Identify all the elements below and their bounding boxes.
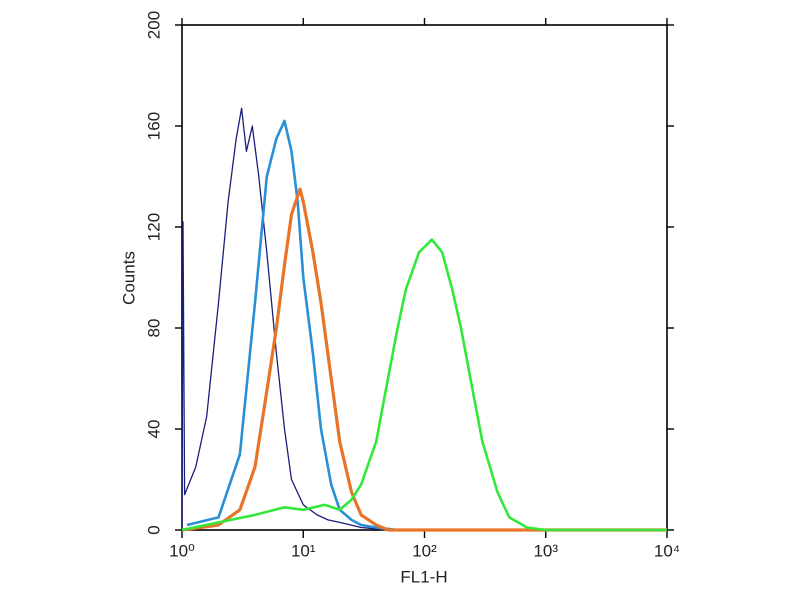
y-tick-label: 120 bbox=[144, 213, 163, 241]
y-tick-label: 0 bbox=[144, 525, 163, 534]
x-tick-label: 10⁴ bbox=[654, 541, 680, 560]
x-tick-label: 10² bbox=[412, 541, 437, 560]
y-tick-label: 80 bbox=[144, 319, 163, 338]
y-axis-label: Counts bbox=[119, 251, 138, 305]
histogram-curve bbox=[181, 238, 667, 532]
histogram-curve bbox=[186, 119, 667, 532]
histogram-curve bbox=[181, 187, 667, 532]
histogram-curve bbox=[181, 107, 667, 531]
x-tick-label: 10¹ bbox=[291, 541, 316, 560]
y-tick-label: 160 bbox=[144, 112, 163, 140]
plot-frame bbox=[181, 24, 668, 531]
x-tick-label: 10³ bbox=[533, 541, 558, 560]
x-tick-label: 10⁰ bbox=[169, 541, 195, 560]
y-tick-label: 200 bbox=[144, 11, 163, 39]
y-tick-label: 40 bbox=[144, 420, 163, 439]
x-axis-label: FL1-H bbox=[400, 567, 447, 586]
